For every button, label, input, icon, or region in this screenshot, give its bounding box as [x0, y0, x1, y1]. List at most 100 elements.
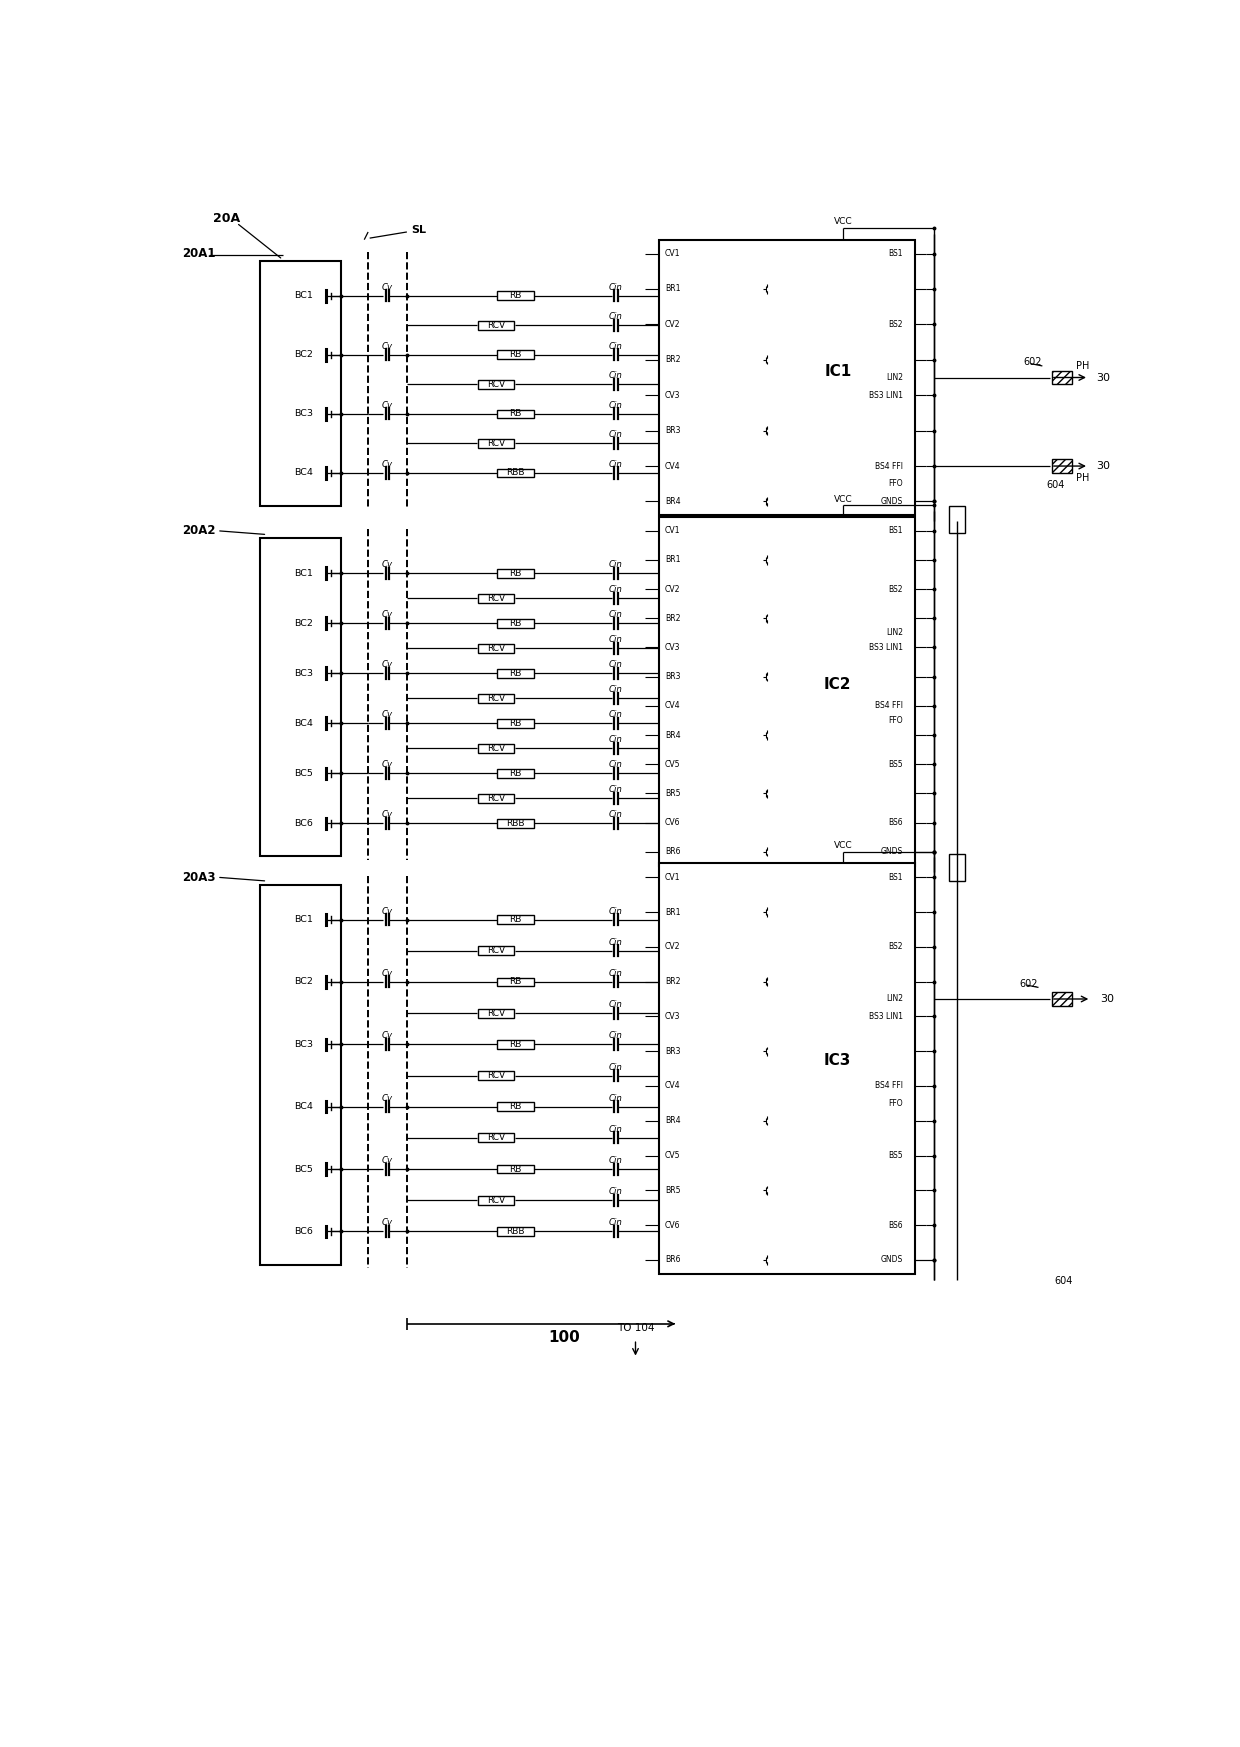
Text: RB: RB [510, 915, 522, 924]
Text: Cv: Cv [382, 970, 393, 978]
Text: GNDS: GNDS [880, 847, 903, 856]
Text: TO 104: TO 104 [616, 1322, 655, 1333]
Text: VCC: VCC [833, 494, 852, 503]
Text: FFO: FFO [888, 716, 903, 725]
Bar [497, 819, 533, 828]
Text: BR4: BR4 [665, 1116, 681, 1125]
Text: Cin: Cin [609, 342, 622, 351]
Bar [477, 793, 515, 802]
Text: Cv: Cv [382, 907, 393, 915]
Text: Cin: Cin [609, 636, 622, 645]
Text: RB: RB [510, 618, 522, 627]
Text: RCV: RCV [487, 438, 505, 447]
Bar [259, 538, 341, 856]
Text: SL: SL [410, 225, 425, 236]
Text: RCV: RCV [487, 694, 505, 702]
Bar [477, 947, 515, 956]
Bar [658, 517, 915, 867]
Text: RB: RB [510, 292, 522, 300]
Text: Cin: Cin [609, 685, 622, 694]
Text: RB: RB [510, 669, 522, 678]
Text: BR2: BR2 [665, 977, 681, 985]
Bar [259, 886, 341, 1265]
Bar [477, 438, 515, 447]
Text: Cin: Cin [609, 735, 622, 744]
Text: Cin: Cin [609, 1001, 622, 1010]
Text: Cv: Cv [382, 1218, 393, 1228]
Bar [497, 292, 533, 300]
Bar [1052, 992, 1071, 1006]
Text: CV4: CV4 [665, 1081, 681, 1090]
Text: BC2: BC2 [295, 618, 314, 627]
Text: RCV: RCV [487, 744, 505, 753]
Text: BS5: BS5 [888, 1151, 903, 1160]
Bar [497, 409, 533, 418]
Text: 604: 604 [1047, 480, 1065, 491]
Text: CV1: CV1 [665, 526, 681, 535]
Text: BS2: BS2 [888, 585, 903, 594]
Text: Cin: Cin [609, 1031, 622, 1041]
Bar [497, 468, 533, 477]
Text: RCV: RCV [487, 321, 505, 330]
Text: CV6: CV6 [665, 818, 681, 826]
Text: BC1: BC1 [295, 568, 314, 578]
Text: Cin: Cin [609, 1188, 622, 1197]
Text: CV2: CV2 [665, 320, 681, 328]
Text: Cin: Cin [609, 1125, 622, 1134]
Text: BC3: BC3 [295, 409, 314, 419]
Text: LIN2: LIN2 [885, 374, 903, 383]
Bar [477, 694, 515, 702]
Text: RB: RB [510, 1165, 522, 1174]
Text: RB: RB [510, 1102, 522, 1111]
Text: RBB: RBB [506, 468, 525, 477]
Text: Cin: Cin [609, 402, 622, 411]
Text: 30: 30 [1096, 372, 1111, 383]
Text: BS3 LIN1: BS3 LIN1 [869, 643, 903, 652]
Text: 602: 602 [1023, 356, 1042, 367]
Text: BC5: BC5 [295, 769, 314, 777]
Text: LIN2: LIN2 [885, 629, 903, 638]
Text: Cin: Cin [609, 283, 622, 292]
Bar [497, 1039, 533, 1048]
Text: Cv: Cv [382, 760, 393, 769]
Text: Cv: Cv [382, 1031, 393, 1041]
Text: Cin: Cin [609, 459, 622, 468]
Text: Cin: Cin [609, 610, 622, 618]
Text: Cv: Cv [382, 610, 393, 618]
Text: BR1: BR1 [665, 556, 681, 564]
Text: BR6: BR6 [665, 1256, 681, 1265]
Text: Cin: Cin [609, 1218, 622, 1228]
Text: RCV: RCV [487, 793, 505, 804]
Text: CV5: CV5 [665, 1151, 681, 1160]
Bar [497, 1226, 533, 1235]
Bar [497, 570, 533, 578]
Text: BC3: BC3 [295, 669, 314, 678]
Text: 20A1: 20A1 [182, 246, 216, 260]
Text: Cin: Cin [609, 372, 622, 381]
Text: RCV: RCV [487, 1071, 505, 1080]
Text: RB: RB [510, 351, 522, 360]
Text: BR3: BR3 [665, 426, 681, 435]
Text: BR1: BR1 [665, 907, 681, 917]
Bar [497, 618, 533, 627]
Text: BC4: BC4 [295, 718, 314, 728]
Text: RBB: RBB [506, 1226, 525, 1235]
Text: CV3: CV3 [665, 1012, 681, 1020]
Text: RB: RB [510, 1039, 522, 1048]
Text: BS5: BS5 [888, 760, 903, 769]
Text: Cv: Cv [382, 402, 393, 411]
Text: BC4: BC4 [295, 1102, 314, 1111]
Text: CV6: CV6 [665, 1221, 681, 1230]
Text: IC1: IC1 [825, 365, 852, 379]
Text: Cv: Cv [382, 283, 393, 292]
Text: BR3: BR3 [665, 1046, 681, 1055]
Text: RCV: RCV [487, 947, 505, 956]
Text: RCV: RCV [487, 1008, 505, 1019]
Text: RB: RB [510, 769, 522, 777]
Text: RBB: RBB [506, 819, 525, 828]
Text: RCV: RCV [487, 1195, 505, 1205]
Text: BR5: BR5 [665, 1186, 681, 1195]
Text: BC1: BC1 [295, 292, 314, 300]
Bar [477, 321, 515, 330]
Text: BS6: BS6 [888, 1221, 903, 1230]
